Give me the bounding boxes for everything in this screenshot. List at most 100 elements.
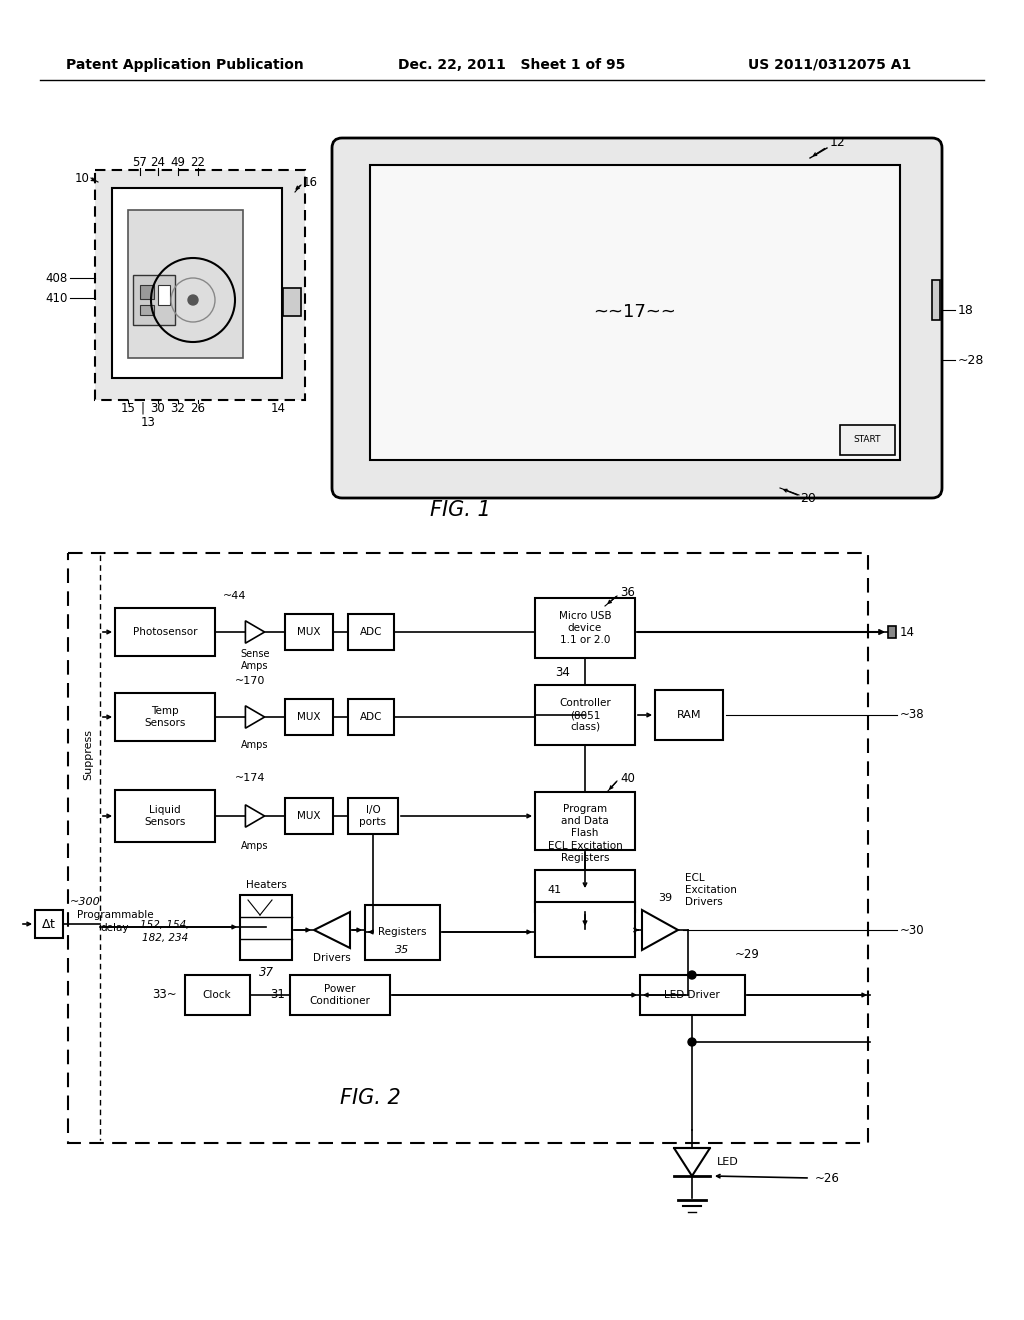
- Circle shape: [688, 1038, 696, 1045]
- Text: Dec. 22, 2011   Sheet 1 of 95: Dec. 22, 2011 Sheet 1 of 95: [398, 58, 626, 73]
- Text: |: |: [141, 401, 145, 414]
- Text: ~174: ~174: [234, 774, 265, 783]
- Text: 20: 20: [800, 491, 816, 504]
- Circle shape: [188, 294, 198, 305]
- FancyBboxPatch shape: [332, 139, 942, 498]
- Bar: [95, 170, 305, 400]
- Circle shape: [688, 972, 696, 979]
- Bar: [348, 700, 394, 735]
- Text: 16: 16: [303, 177, 318, 190]
- Text: 22: 22: [190, 157, 206, 169]
- Text: 40: 40: [620, 771, 635, 784]
- Bar: [35, 909, 63, 939]
- Text: 10: 10: [75, 172, 90, 185]
- Text: MUX: MUX: [297, 810, 321, 821]
- Bar: [535, 902, 635, 957]
- Bar: [640, 975, 745, 1015]
- Bar: [240, 895, 292, 960]
- Text: 32: 32: [171, 401, 185, 414]
- Text: 36: 36: [620, 586, 635, 599]
- Text: 30: 30: [151, 401, 165, 414]
- Bar: [115, 693, 215, 741]
- Text: 14: 14: [900, 626, 915, 639]
- Bar: [932, 280, 940, 319]
- Bar: [370, 165, 900, 459]
- Text: Temp
Sensors: Temp Sensors: [144, 706, 185, 727]
- Bar: [283, 288, 301, 315]
- Bar: [185, 975, 250, 1015]
- Bar: [655, 690, 723, 741]
- Text: ~29: ~29: [735, 949, 760, 961]
- Text: Registers: Registers: [378, 927, 426, 937]
- Text: 34: 34: [555, 667, 570, 680]
- Text: 26: 26: [190, 401, 206, 414]
- Bar: [68, 553, 868, 1143]
- Bar: [285, 700, 333, 735]
- Bar: [112, 187, 282, 378]
- Text: 57: 57: [132, 157, 147, 169]
- Bar: [888, 626, 896, 638]
- Text: Clock: Clock: [203, 990, 231, 1001]
- Bar: [140, 285, 154, 300]
- Text: 31: 31: [270, 989, 285, 1002]
- Text: Drivers: Drivers: [313, 953, 351, 964]
- Bar: [535, 792, 635, 850]
- Bar: [290, 975, 390, 1015]
- Text: LED Driver: LED Driver: [665, 990, 720, 1001]
- Text: Micro USB
device
1.1 or 2.0: Micro USB device 1.1 or 2.0: [559, 611, 611, 644]
- Text: Sense
Amps: Sense Amps: [241, 649, 269, 671]
- Text: ECL
Excitation
Drivers: ECL Excitation Drivers: [685, 874, 737, 907]
- Text: Liquid
Sensors: Liquid Sensors: [144, 805, 185, 826]
- Bar: [535, 598, 635, 657]
- Text: 18: 18: [958, 304, 974, 317]
- Text: Suppress: Suppress: [83, 730, 93, 780]
- Text: Amps: Amps: [242, 841, 268, 851]
- Text: 182, 234: 182, 234: [142, 933, 188, 942]
- Text: Amps: Amps: [242, 741, 268, 750]
- Text: 15: 15: [121, 401, 135, 414]
- Bar: [158, 285, 170, 305]
- Bar: [115, 609, 215, 656]
- Text: ~300: ~300: [70, 898, 100, 907]
- Text: 152, 154,: 152, 154,: [140, 920, 189, 931]
- Text: FIG. 1: FIG. 1: [430, 500, 490, 520]
- Text: START: START: [853, 436, 881, 445]
- Text: 12: 12: [830, 136, 846, 149]
- Text: 14: 14: [270, 401, 286, 414]
- Bar: [285, 614, 333, 649]
- Text: 39: 39: [658, 894, 672, 903]
- Bar: [348, 614, 394, 649]
- Text: ADC: ADC: [359, 627, 382, 638]
- Text: Program
and Data
Flash: Program and Data Flash: [561, 804, 609, 838]
- Text: 37: 37: [258, 966, 273, 979]
- Text: Controller
(8051
class): Controller (8051 class): [559, 698, 611, 731]
- Text: Programmable: Programmable: [77, 909, 154, 920]
- Text: 41: 41: [547, 884, 561, 895]
- Text: Heaters: Heaters: [246, 880, 287, 890]
- Text: LED: LED: [717, 1158, 738, 1167]
- Text: ~~17~~: ~~17~~: [594, 304, 677, 321]
- Text: ADC: ADC: [359, 711, 382, 722]
- Text: ~26: ~26: [815, 1172, 840, 1184]
- Bar: [535, 685, 635, 744]
- Bar: [133, 275, 175, 325]
- Text: 33~: 33~: [153, 989, 177, 1002]
- Bar: [115, 789, 215, 842]
- Text: MUX: MUX: [297, 711, 321, 722]
- Text: 49: 49: [171, 157, 185, 169]
- Text: 408: 408: [46, 272, 68, 285]
- Bar: [840, 425, 895, 455]
- Text: ECL Excitation
Registers: ECL Excitation Registers: [548, 841, 623, 863]
- Text: 13: 13: [140, 416, 156, 429]
- Text: US 2011/0312075 A1: US 2011/0312075 A1: [749, 58, 911, 73]
- Text: Photosensor: Photosensor: [133, 627, 198, 638]
- Text: 410: 410: [46, 292, 68, 305]
- Text: $\Delta$t: $\Delta$t: [41, 917, 56, 931]
- Bar: [128, 210, 243, 358]
- Bar: [140, 305, 154, 315]
- Text: 24: 24: [151, 157, 166, 169]
- Text: ~30: ~30: [900, 924, 925, 936]
- Text: Patent Application Publication: Patent Application Publication: [67, 58, 304, 73]
- Bar: [348, 799, 398, 834]
- Text: FIG. 2: FIG. 2: [340, 1088, 400, 1107]
